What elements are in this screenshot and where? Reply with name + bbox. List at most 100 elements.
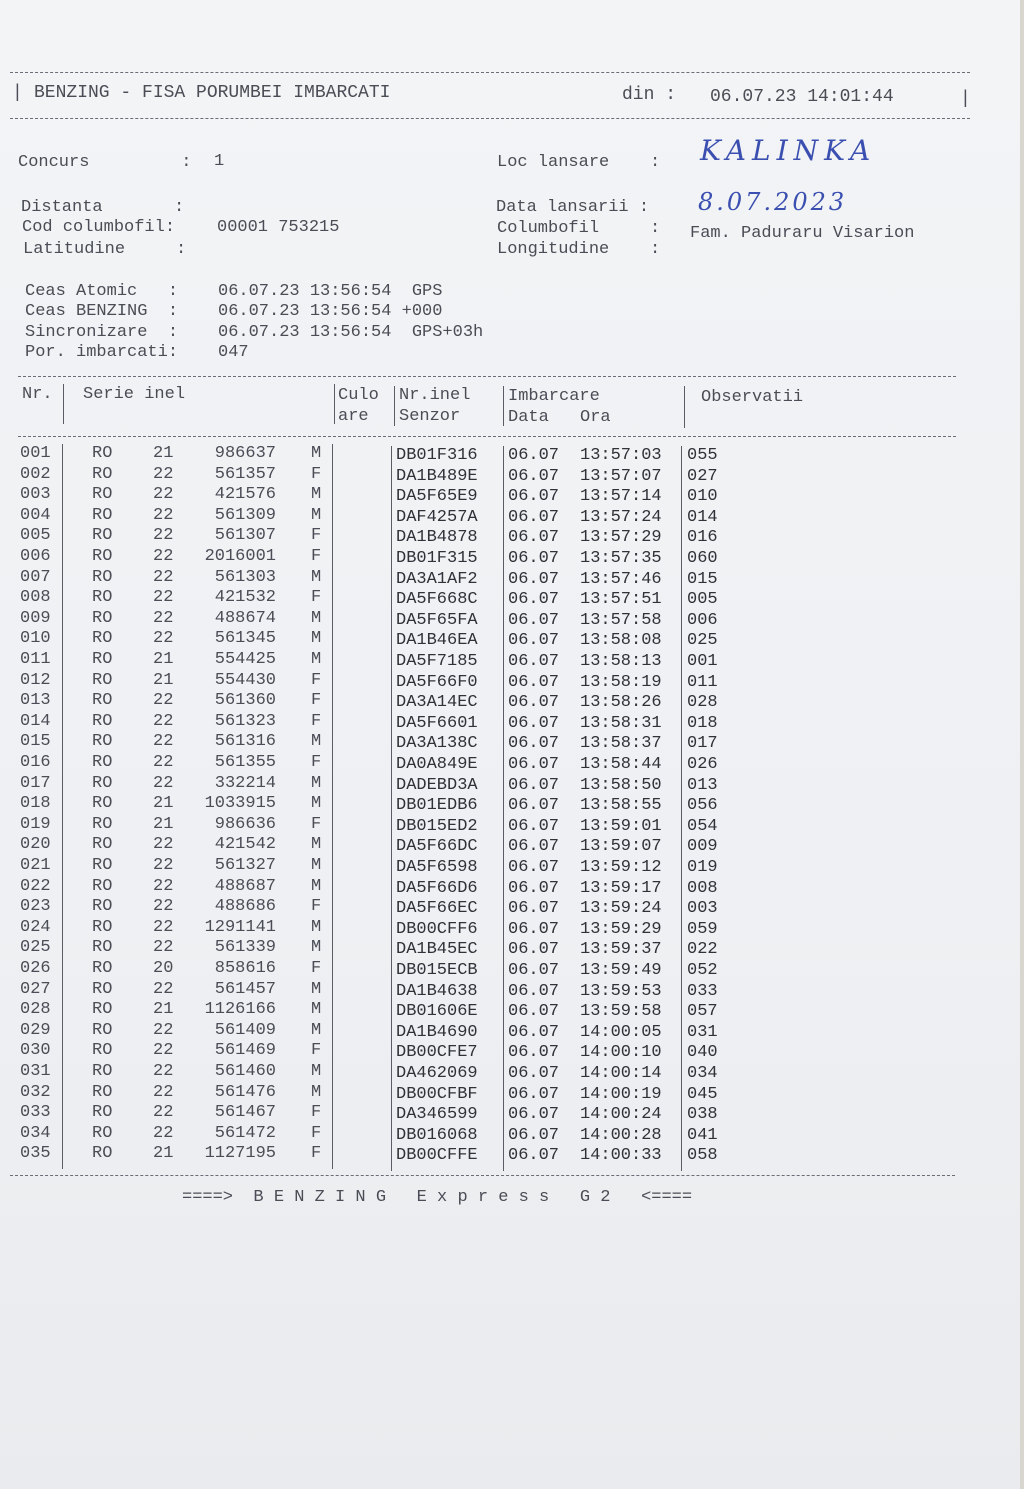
cell-observation: 017	[687, 734, 718, 754]
cell-year: 22	[153, 979, 174, 999]
longitudine-label: Longitudine :	[497, 240, 661, 259]
divider	[18, 436, 956, 437]
cell-nr: 007	[20, 567, 51, 587]
cell-date: 06.07	[508, 610, 560, 630]
cell-sensor-ring: DA5F6598	[396, 858, 478, 877]
por-imbarcati-value: 047	[218, 343, 249, 362]
cell-sex: F	[311, 711, 322, 731]
cell-country: RO	[92, 753, 113, 772]
col-line	[684, 386, 685, 428]
cell-nr: 010	[20, 629, 51, 649]
cell-sex: M	[311, 1062, 322, 1081]
data-lansarii-label: Data lansarii :	[496, 198, 650, 217]
cell-year: 21	[153, 814, 174, 834]
cell-year: 22	[153, 856, 174, 875]
cell-year: 22	[153, 629, 174, 649]
cell-observation: 038	[687, 1105, 718, 1125]
cell-year: 22	[153, 773, 174, 793]
cell-ring-number: 561472	[214, 1123, 276, 1143]
cell-nr: 025	[20, 938, 51, 958]
cell-sex: M	[311, 794, 322, 814]
cell-sensor-ring: DA5F66F0	[396, 672, 478, 692]
cell-sex: F	[311, 1041, 322, 1061]
cell-date: 06.07	[508, 528, 560, 548]
cell-time: 13:57:29	[580, 528, 662, 548]
col-nr: Nr.	[22, 385, 53, 404]
cell-ring-number: 554430	[214, 670, 276, 690]
cell-country: RO	[92, 1082, 113, 1102]
cell-nr: 005	[20, 526, 51, 546]
footer-text: ====> B E N Z I N G E x p r e s s G 2 <=…	[182, 1188, 693, 1207]
cell-observation: 016	[687, 528, 718, 548]
cell-sensor-ring: DA3A1AF2	[396, 569, 478, 589]
cell-date: 06.07	[508, 549, 560, 568]
cell-sensor-ring: DB00CFFE	[396, 1146, 478, 1166]
cell-observation: 010	[687, 487, 718, 507]
cell-ring-number: 421542	[214, 835, 276, 855]
cell-ring-number: 561323	[214, 711, 276, 731]
cell-sex: M	[311, 608, 322, 628]
cell-nr: 024	[20, 917, 51, 937]
cell-country: RO	[92, 1020, 113, 1040]
cell-ring-number: 986637	[214, 444, 276, 463]
cell-date: 06.07	[508, 961, 560, 980]
cell-ring-number: 554425	[214, 650, 276, 669]
cell-nr: 026	[20, 959, 51, 978]
cell-time: 13:57:35	[580, 549, 662, 568]
cell-sensor-ring: DA462069	[396, 1064, 478, 1083]
cell-observation: 025	[687, 631, 718, 651]
cell-year: 22	[153, 1082, 174, 1102]
cell-country: RO	[92, 526, 113, 546]
cell-year: 22	[153, 567, 174, 587]
cell-nr: 017	[20, 773, 51, 793]
cell-ring-number: 561339	[214, 938, 276, 958]
cell-country: RO	[92, 1144, 113, 1164]
cell-time: 14:00:19	[580, 1084, 662, 1104]
cell-nr: 016	[20, 753, 51, 772]
cell-time: 13:59:07	[580, 837, 662, 857]
cell-sensor-ring: DA5F66D6	[396, 878, 478, 898]
cell-date: 06.07	[508, 1105, 560, 1125]
cell-sensor-ring: DA0A849E	[396, 755, 478, 774]
cell-year: 22	[153, 897, 174, 917]
cell-country: RO	[92, 938, 113, 958]
cell-ring-number: 488687	[214, 876, 276, 896]
cell-country: RO	[92, 711, 113, 731]
latitudine-label: Latitudine :	[23, 240, 187, 259]
cell-nr: 014	[20, 711, 51, 731]
cell-date: 06.07	[508, 672, 560, 692]
cell-time: 13:57:14	[580, 487, 662, 507]
cell-sensor-ring: DA1B489E	[396, 466, 478, 486]
cell-nr: 029	[20, 1020, 51, 1040]
col-line	[62, 444, 63, 1169]
cell-date: 06.07	[508, 1084, 560, 1104]
cell-date: 06.07	[508, 775, 560, 795]
col-culoare-1: Culo	[338, 386, 379, 405]
cell-year: 22	[153, 608, 174, 628]
cell-sensor-ring: DB016068	[396, 1125, 478, 1145]
cell-sex: F	[311, 670, 322, 690]
cell-sensor-ring: DB01F315	[396, 549, 478, 568]
loc-label: Loc lansare :	[497, 153, 661, 172]
cell-year: 22	[153, 505, 174, 525]
cell-date: 06.07	[508, 1125, 560, 1145]
cell-ring-number: 2016001	[204, 547, 276, 566]
cell-date: 06.07	[508, 1064, 560, 1083]
data-lansarii-handwritten: 8.07.2023	[698, 188, 848, 216]
cell-time: 13:59:49	[580, 961, 662, 980]
cell-time: 13:59:58	[580, 1002, 662, 1022]
cell-ring-number: 561309	[214, 505, 276, 525]
col-line	[63, 384, 64, 424]
cell-ring-number: 1126166	[204, 1000, 276, 1020]
cell-sex: F	[311, 1103, 322, 1123]
cell-time: 13:58:19	[580, 672, 662, 692]
cell-year: 22	[153, 1103, 174, 1123]
cell-year: 22	[153, 917, 174, 937]
cell-date: 06.07	[508, 693, 560, 713]
cell-sensor-ring: DA5F668C	[396, 590, 478, 610]
cell-year: 21	[153, 650, 174, 669]
cell-nr: 021	[20, 856, 51, 875]
cell-year: 21	[153, 794, 174, 814]
cell-sensor-ring: DB015ED2	[396, 816, 478, 836]
cell-sensor-ring: DADEBD3A	[396, 775, 478, 795]
